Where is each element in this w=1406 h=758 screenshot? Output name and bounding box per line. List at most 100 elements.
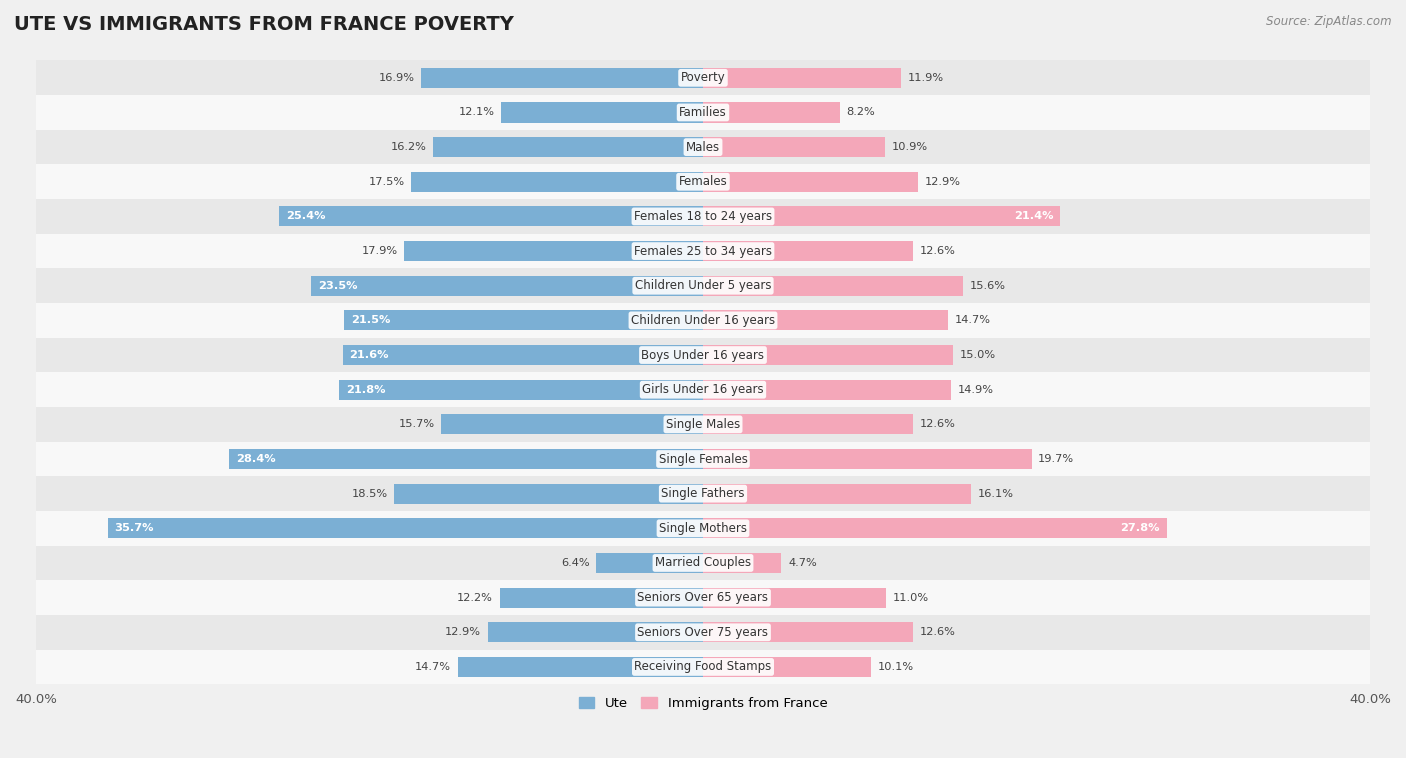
Bar	[37, 650, 1369, 684]
Text: 10.1%: 10.1%	[879, 662, 914, 672]
Text: 4.7%: 4.7%	[787, 558, 817, 568]
Text: Single Females: Single Females	[658, 453, 748, 465]
Text: 18.5%: 18.5%	[352, 489, 388, 499]
Bar	[37, 581, 1369, 615]
Text: Single Mothers: Single Mothers	[659, 522, 747, 535]
Bar	[411, 172, 703, 192]
Text: 16.1%: 16.1%	[979, 489, 1014, 499]
Text: 21.4%: 21.4%	[1014, 211, 1053, 221]
Text: Females 25 to 34 years: Females 25 to 34 years	[634, 245, 772, 258]
Text: Girls Under 16 years: Girls Under 16 years	[643, 384, 763, 396]
Bar	[37, 615, 1369, 650]
Bar	[703, 449, 1032, 469]
Legend: Ute, Immigrants from France: Ute, Immigrants from France	[574, 691, 832, 715]
Text: 21.6%: 21.6%	[350, 350, 389, 360]
Text: Children Under 16 years: Children Under 16 years	[631, 314, 775, 327]
Text: 12.6%: 12.6%	[920, 246, 956, 256]
Text: 12.1%: 12.1%	[458, 108, 495, 117]
Text: 21.5%: 21.5%	[352, 315, 391, 325]
Bar	[37, 199, 1369, 233]
Bar	[311, 276, 703, 296]
Bar	[229, 449, 703, 469]
Text: 11.0%: 11.0%	[893, 593, 929, 603]
Bar	[703, 345, 953, 365]
Bar	[37, 164, 1369, 199]
Bar	[37, 268, 1369, 303]
Text: Receiving Food Stamps: Receiving Food Stamps	[634, 660, 772, 673]
Bar	[703, 206, 1060, 227]
Text: 14.9%: 14.9%	[957, 385, 994, 395]
Bar	[488, 622, 703, 642]
Text: Children Under 5 years: Children Under 5 years	[634, 279, 772, 293]
Bar	[501, 102, 703, 123]
Bar	[37, 61, 1369, 96]
Bar	[703, 137, 884, 157]
Text: 17.9%: 17.9%	[361, 246, 398, 256]
Bar	[422, 67, 703, 88]
Text: Boys Under 16 years: Boys Under 16 years	[641, 349, 765, 362]
Text: 14.7%: 14.7%	[415, 662, 451, 672]
Text: 15.6%: 15.6%	[970, 280, 1005, 291]
Bar	[703, 67, 901, 88]
Bar	[343, 345, 703, 365]
Bar	[37, 511, 1369, 546]
Bar	[499, 587, 703, 608]
Text: Single Fathers: Single Fathers	[661, 487, 745, 500]
Text: 12.9%: 12.9%	[925, 177, 960, 186]
Text: 16.9%: 16.9%	[378, 73, 415, 83]
Text: Females 18 to 24 years: Females 18 to 24 years	[634, 210, 772, 223]
Text: 8.2%: 8.2%	[846, 108, 875, 117]
Text: 11.9%: 11.9%	[908, 73, 945, 83]
Text: 25.4%: 25.4%	[285, 211, 326, 221]
Text: Married Couples: Married Couples	[655, 556, 751, 569]
Text: 10.9%: 10.9%	[891, 142, 928, 152]
Text: 21.8%: 21.8%	[346, 385, 385, 395]
Bar	[37, 96, 1369, 130]
Text: 6.4%: 6.4%	[561, 558, 589, 568]
Bar	[37, 372, 1369, 407]
Bar	[703, 587, 886, 608]
Text: Males: Males	[686, 141, 720, 154]
Bar	[37, 546, 1369, 581]
Bar	[280, 206, 703, 227]
Bar	[339, 380, 703, 399]
Text: 12.6%: 12.6%	[920, 628, 956, 637]
Text: Seniors Over 65 years: Seniors Over 65 years	[637, 591, 769, 604]
Bar	[703, 310, 948, 330]
Text: 14.7%: 14.7%	[955, 315, 991, 325]
Bar	[703, 622, 912, 642]
Bar	[703, 553, 782, 573]
Text: 12.9%: 12.9%	[446, 628, 481, 637]
Text: 35.7%: 35.7%	[114, 523, 153, 534]
Text: 17.5%: 17.5%	[368, 177, 405, 186]
Text: 23.5%: 23.5%	[318, 280, 357, 291]
Bar	[441, 415, 703, 434]
Text: 12.6%: 12.6%	[920, 419, 956, 429]
Bar	[405, 241, 703, 261]
Text: 19.7%: 19.7%	[1038, 454, 1074, 464]
Bar	[703, 276, 963, 296]
Text: Families: Families	[679, 106, 727, 119]
Text: UTE VS IMMIGRANTS FROM FRANCE POVERTY: UTE VS IMMIGRANTS FROM FRANCE POVERTY	[14, 15, 515, 34]
Text: 16.2%: 16.2%	[391, 142, 426, 152]
Text: Source: ZipAtlas.com: Source: ZipAtlas.com	[1267, 15, 1392, 28]
Bar	[703, 657, 872, 677]
Bar	[433, 137, 703, 157]
Bar	[37, 338, 1369, 372]
Bar	[703, 241, 912, 261]
Text: 15.0%: 15.0%	[960, 350, 995, 360]
Bar	[395, 484, 703, 504]
Bar	[37, 476, 1369, 511]
Bar	[596, 553, 703, 573]
Bar	[703, 380, 952, 399]
Text: Single Males: Single Males	[666, 418, 740, 431]
Text: 12.2%: 12.2%	[457, 593, 494, 603]
Text: Poverty: Poverty	[681, 71, 725, 84]
Bar	[37, 130, 1369, 164]
Text: 28.4%: 28.4%	[236, 454, 276, 464]
Bar	[37, 233, 1369, 268]
Bar	[703, 102, 839, 123]
Bar	[344, 310, 703, 330]
Bar	[37, 442, 1369, 476]
Bar	[108, 518, 703, 538]
